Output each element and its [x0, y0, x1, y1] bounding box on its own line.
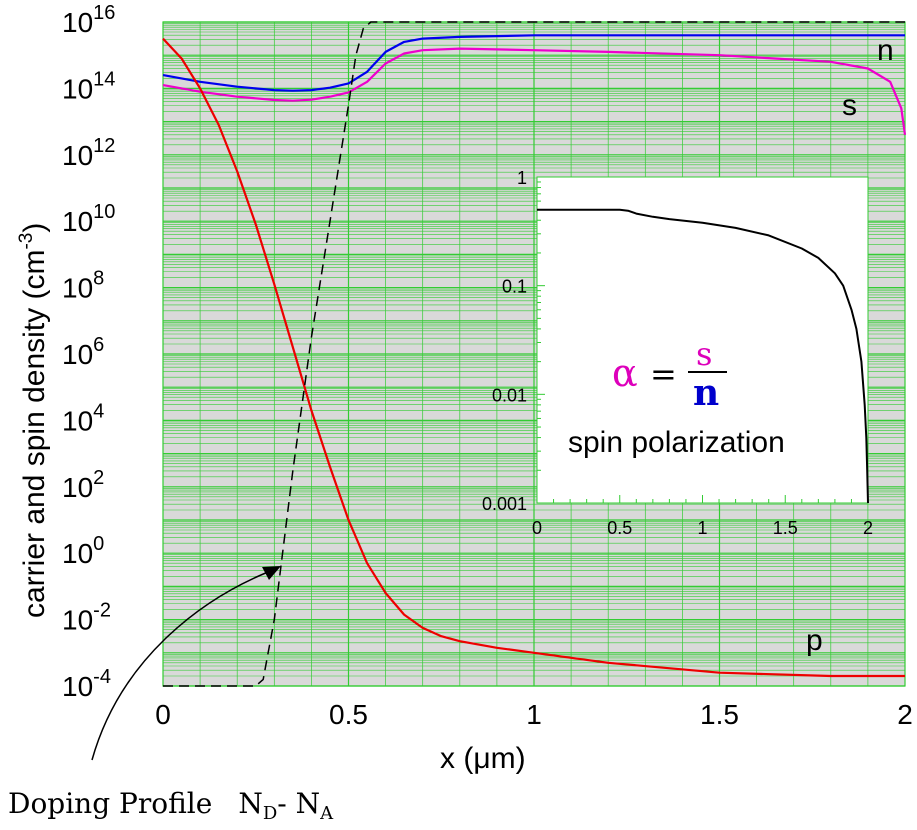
y-axis-label-sup: -3: [16, 233, 37, 250]
doping-nd-sub: D: [263, 803, 277, 824]
y-tick-label: 1010: [62, 201, 115, 237]
y-tick-label: 1016: [62, 2, 115, 38]
x-tick-label: 1: [526, 699, 542, 730]
y-tick-label: 100: [62, 533, 104, 569]
y-axis-label: carrier and spin density (cm-3): [16, 223, 51, 618]
main-series-group: [162, 21, 907, 687]
y-axis-label-end: ): [18, 223, 51, 233]
inset-series-line: [537, 208, 869, 504]
y-tick-label: 10-4: [62, 666, 111, 702]
x-tick-label: 1.5: [700, 699, 739, 730]
series-line-s: [162, 47, 907, 136]
inset-y-tick-label: 0.001: [482, 494, 527, 514]
y-tick-label: 1012: [62, 135, 115, 171]
alpha-numerator: s: [696, 335, 712, 373]
doping-label: Doping Profile: [8, 787, 212, 820]
inset-x-tick-label: 0: [532, 518, 542, 538]
doping-dash: -: [277, 787, 295, 820]
inset-x-tick-label: 1: [697, 518, 707, 538]
y-tick-label: 106: [62, 334, 104, 370]
inset-tick-labels: 0 0.5 1 1.5 2 1 0.1 0.01 0.001: [482, 168, 873, 538]
y-tick-label: 104: [62, 400, 104, 436]
series-line-doping: [163, 21, 905, 687]
main-tick-labels: 0 0.5 1 1.5 210-410-210010210410610810101012…: [62, 2, 913, 730]
doping-arrow: [91, 571, 269, 761]
doping-annotation: Doping Profile ND- NA: [8, 787, 334, 824]
inset-y-tick-label: 1: [517, 168, 527, 188]
y-tick-label: 1014: [62, 68, 115, 104]
y-axis-label-main: carrier and spin density (cm: [18, 250, 51, 618]
y-tick-label: 102: [62, 467, 104, 503]
series-label-p: p: [806, 624, 823, 657]
inset-y-tick-label: 0.1: [502, 277, 527, 297]
series-label-s: s: [842, 89, 857, 122]
inset-plot-background: [536, 176, 869, 504]
x-axis-label: x (μm): [440, 742, 526, 775]
doping-nd: N: [238, 787, 263, 820]
doping-na: N: [296, 787, 321, 820]
alpha-equals: =: [650, 355, 677, 393]
x-tick-label: 0.5: [329, 699, 368, 730]
spin-polarization-label: spin polarization: [568, 426, 785, 459]
inset-series-group: [536, 181, 869, 504]
y-tick-label: 108: [62, 268, 104, 304]
series-line-n: [162, 34, 905, 92]
doping-arrowhead: [262, 566, 281, 580]
inset-x-tick-label: 1.5: [773, 518, 798, 538]
alpha-symbol: α: [612, 351, 638, 395]
inset-x-tick-label: 0.5: [607, 518, 632, 538]
inset-y-tick-label: 0.01: [492, 385, 527, 405]
x-tick-label: 2: [897, 699, 913, 730]
series-line-p: [162, 37, 905, 678]
y-tick-label: 10-2: [62, 600, 111, 636]
x-tick-label: 0: [155, 699, 171, 730]
series-label-n: n: [877, 34, 894, 67]
alpha-denominator: n: [693, 372, 719, 414]
inset-x-tick-label: 2: [863, 518, 873, 538]
doping-na-sub: A: [319, 803, 334, 824]
